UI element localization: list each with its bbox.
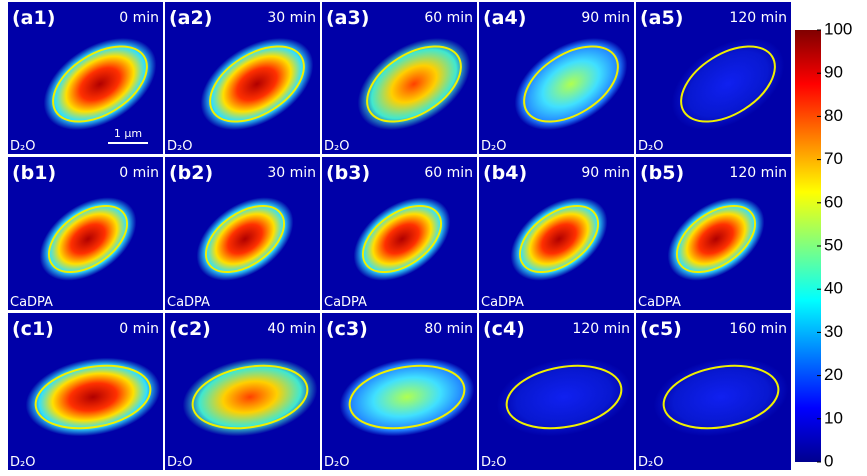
tick-label: 40 <box>824 279 843 298</box>
tick-label: 60 <box>824 192 843 211</box>
medium-label: CaDPA <box>167 295 210 310</box>
panel-label: (b1) <box>12 162 56 184</box>
panel: (c4) 120 min D₂O <box>479 313 638 470</box>
medium-label: D₂O <box>167 139 192 154</box>
panel-label: (c3) <box>326 318 368 340</box>
panel: (c5) 160 min D₂O <box>636 313 795 470</box>
panel-label: (a5) <box>640 7 683 29</box>
panel: (b3) 60 min CaDPA <box>322 157 477 310</box>
time-label: 30 min <box>267 165 316 181</box>
panel-label: (a2) <box>169 7 212 29</box>
time-label: 30 min <box>267 10 316 26</box>
panel: (b4) 90 min CaDPA <box>479 157 634 310</box>
tick-label: 70 <box>824 149 843 168</box>
medium-label: D₂O <box>638 455 663 470</box>
panel: (c2) 40 min D₂O <box>165 313 324 470</box>
tick-label: 50 <box>824 235 843 254</box>
time-label: 90 min <box>581 165 630 181</box>
panel-label: (a3) <box>326 7 369 29</box>
panel-label: (b5) <box>640 162 684 184</box>
panel: (a3) 60 min D₂O <box>322 2 487 154</box>
panel-label: (b4) <box>483 162 527 184</box>
time-label: 0 min <box>119 10 159 26</box>
medium-label: D₂O <box>481 139 506 154</box>
panel: (c1) 0 min D₂O <box>8 313 167 470</box>
panel: (b1) 0 min CaDPA <box>8 157 163 310</box>
tick-label: 100 <box>824 19 852 38</box>
tick-label: 30 <box>824 322 843 341</box>
medium-label: D₂O <box>10 455 35 470</box>
figure: (a1)0 minD₂O(a2)30 minD₂O(a3)60 minD₂O(a… <box>0 0 867 472</box>
panel-label: (c1) <box>12 318 54 340</box>
time-label: 120 min <box>729 10 787 26</box>
medium-label: D₂O <box>324 139 349 154</box>
medium-label: CaDPA <box>638 295 681 310</box>
panel: (b2) 30 min CaDPA <box>165 157 320 310</box>
time-label: 40 min <box>267 321 316 337</box>
time-label: 120 min <box>572 321 630 337</box>
panel-label: (c4) <box>483 318 525 340</box>
time-label: 80 min <box>424 321 473 337</box>
panel-label: (a4) <box>483 7 526 29</box>
tick-label: 0 <box>824 451 833 470</box>
medium-label: D₂O <box>10 139 35 154</box>
time-label: 90 min <box>581 10 630 26</box>
time-label: 60 min <box>424 165 473 181</box>
panel-label: (b2) <box>169 162 213 184</box>
panel-label: (c2) <box>169 318 211 340</box>
panel: (a2) 30 min D₂O <box>165 2 330 154</box>
panel: (a4) 90 min D₂O <box>479 2 644 154</box>
medium-label: D₂O <box>481 455 506 470</box>
time-label: 120 min <box>729 165 787 181</box>
panel: (a5) 120 min D₂O <box>636 2 801 154</box>
panel: (c3) 80 min D₂O <box>322 313 481 470</box>
time-label: 0 min <box>119 321 159 337</box>
tick-label: 90 <box>824 63 843 82</box>
tick-label: 10 <box>824 408 843 427</box>
tick-label: 80 <box>824 106 843 125</box>
medium-label: CaDPA <box>10 295 53 310</box>
medium-label: D₂O <box>167 455 192 470</box>
medium-label: CaDPA <box>481 295 524 310</box>
medium-label: CaDPA <box>324 295 367 310</box>
time-label: 60 min <box>424 10 473 26</box>
scale-bar-label: 1 µm <box>114 127 142 140</box>
medium-label: D₂O <box>638 139 663 154</box>
panel: (a1) 0 min D₂O <box>8 2 173 154</box>
medium-label: D₂O <box>324 455 349 470</box>
panel-label: (b3) <box>326 162 370 184</box>
tick-label: 20 <box>824 365 843 384</box>
panel-label: (c5) <box>640 318 682 340</box>
time-label: 160 min <box>729 321 787 337</box>
panel: (b5) 120 min CaDPA <box>636 157 791 310</box>
time-label: 0 min <box>119 165 159 181</box>
panel-label: (a1) <box>12 7 55 29</box>
